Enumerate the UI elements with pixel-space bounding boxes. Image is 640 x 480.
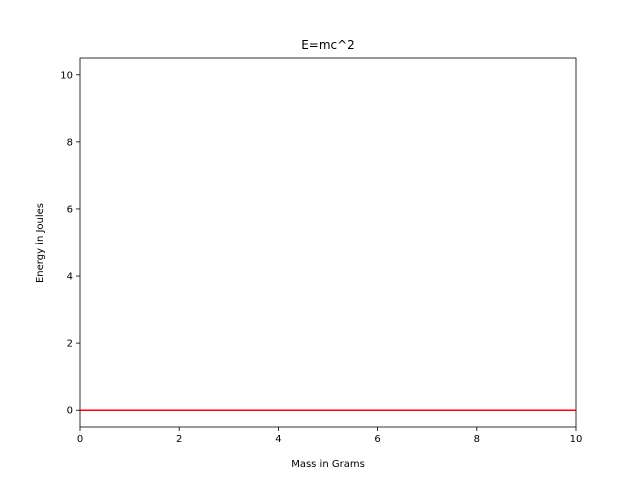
y-tick-label: 10 [60,70,73,81]
y-tick-label: 2 [67,339,73,350]
plot-area [79,57,577,428]
y-tick-label: 8 [67,137,73,148]
plot-frame [79,57,577,428]
x-tick-label: 6 [374,434,380,445]
y-axis-label: Energy in Joules [35,203,46,283]
x-tick-label: 0 [77,434,83,445]
y-tick-label: 4 [67,272,73,283]
y-tick-label: 6 [67,204,73,215]
x-axis-label: Mass in Grams [291,459,365,470]
y-tick-label: 0 [67,406,73,417]
x-tick-label: 2 [176,434,182,445]
chart-title: E=mc^2 [301,38,355,52]
x-axis: 0 2 4 6 8 10 [77,427,583,445]
x-tick-label: 8 [474,434,480,445]
y-axis: 0 2 4 6 8 10 [60,70,80,417]
x-tick-label: 10 [570,434,583,445]
x-tick-label: 4 [275,434,281,445]
